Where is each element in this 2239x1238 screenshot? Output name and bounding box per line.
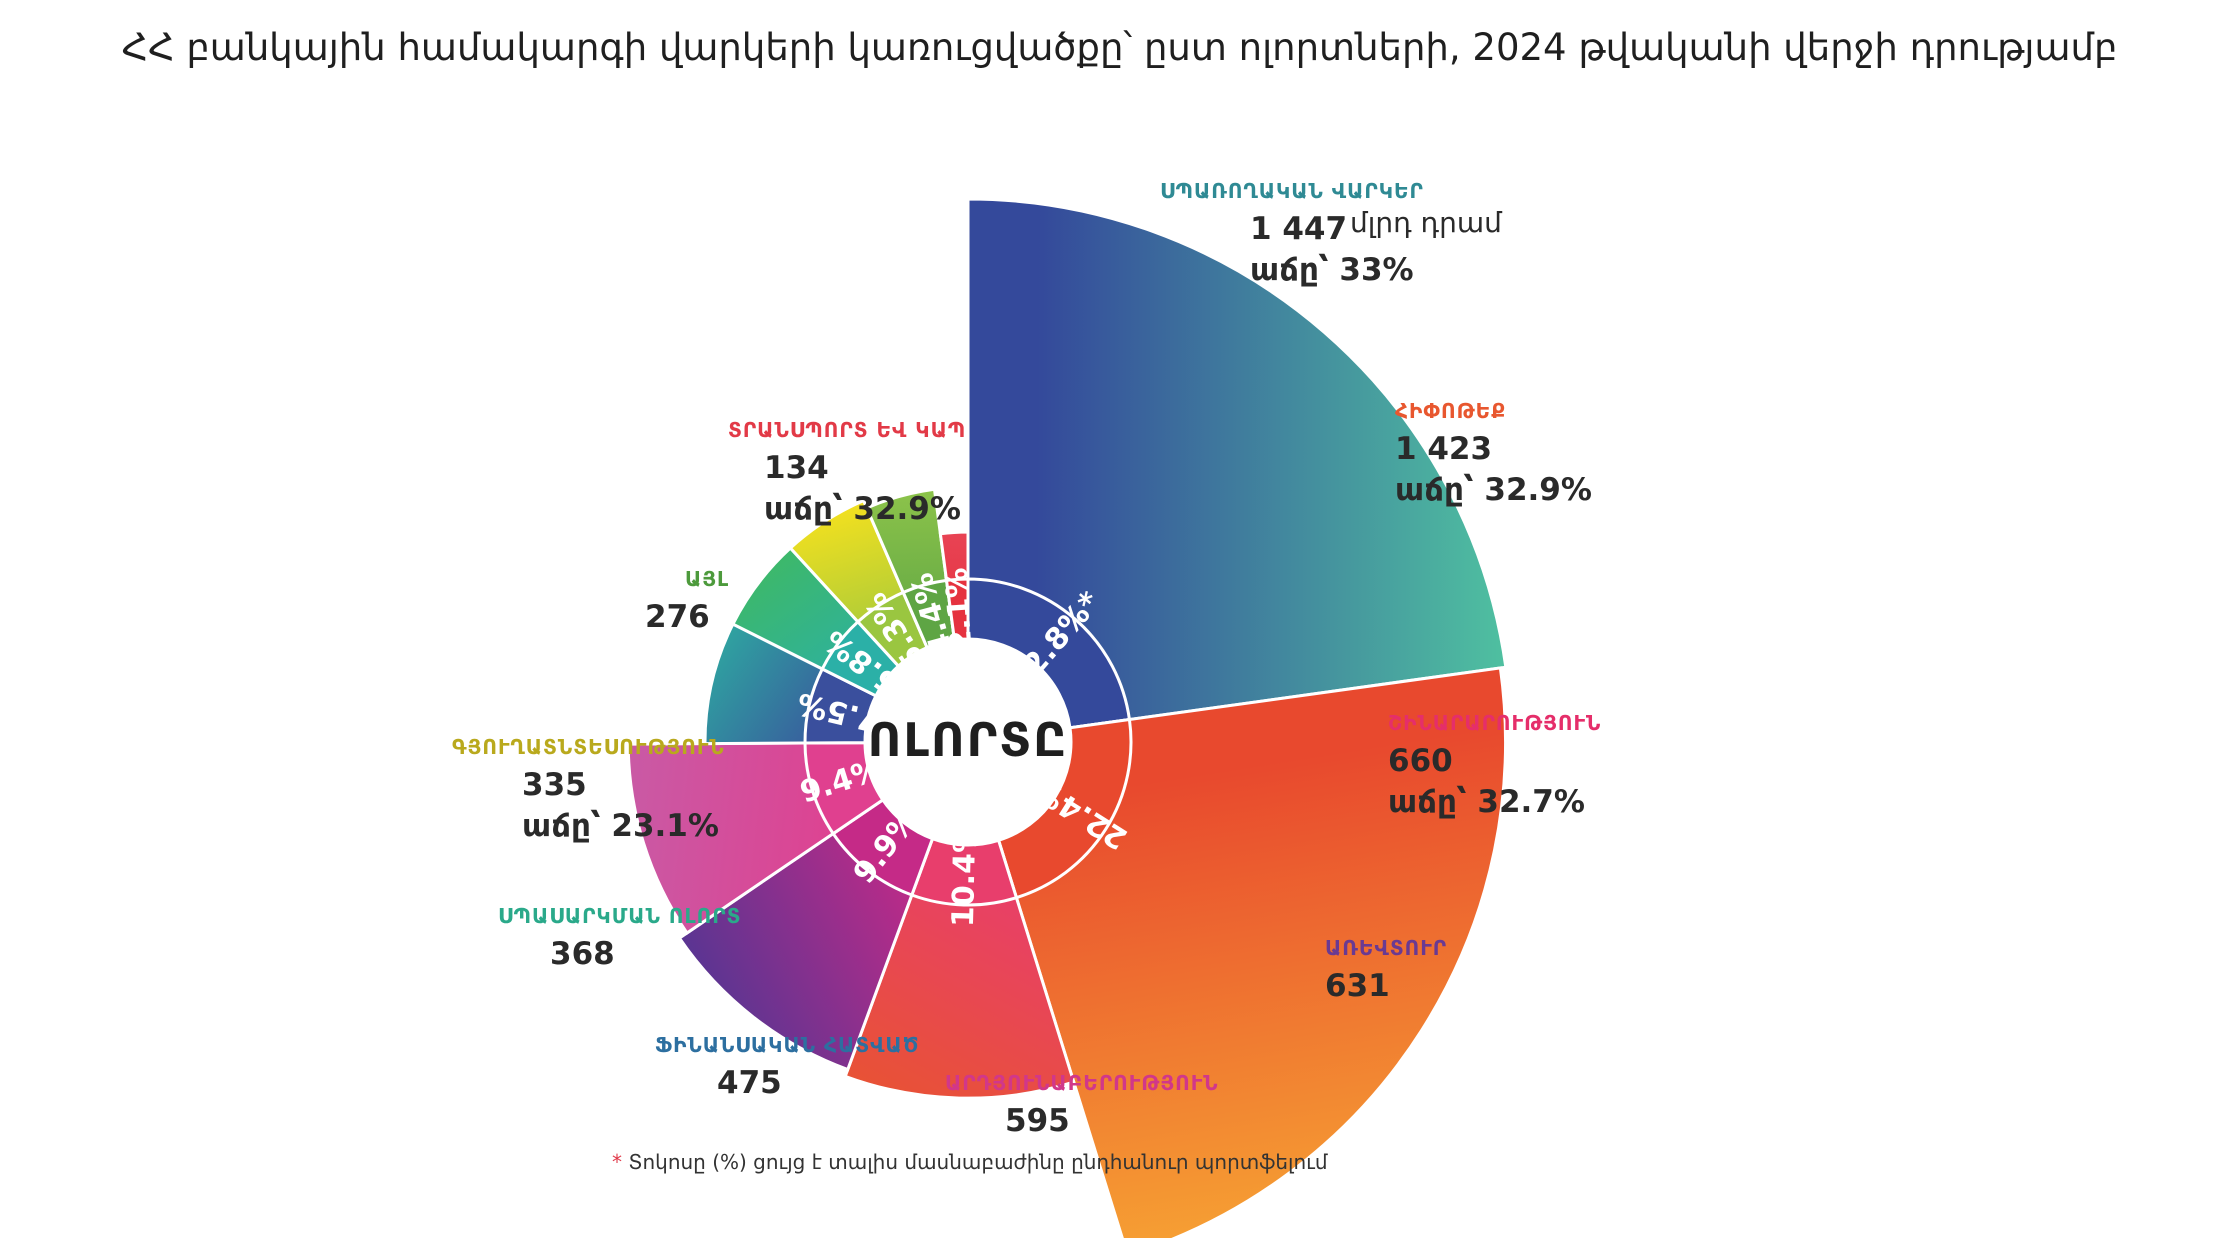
slice-value-7: 335 bbox=[522, 767, 587, 803]
footnote-star: * bbox=[612, 1150, 622, 1174]
center-hole bbox=[865, 639, 1071, 845]
slice-growth-2: աճը՝ 32.7% bbox=[1388, 784, 1585, 820]
slice-name-5: ՖԻՆԱՆՍԱԿԱՆ ՀԱՏՎԱԾ bbox=[655, 1033, 919, 1057]
slice-name-4: ԱՐԴՅՈՒՆԱԲԵՐՈՒԹՅՈՒՆ bbox=[945, 1071, 1219, 1095]
share-label-9: 2.1% bbox=[939, 567, 979, 652]
share-label-2: 10.4% bbox=[946, 822, 984, 927]
slice-value-4: 595 bbox=[1005, 1103, 1070, 1139]
slice-value-2: 660 bbox=[1388, 743, 1453, 779]
slice-growth-1: աճը՝ 32.9% bbox=[1395, 472, 1592, 508]
center-label: ՈԼՈՐՏԸ bbox=[868, 713, 1069, 767]
slice-value-1: 1 423 bbox=[1395, 431, 1492, 467]
slice-name-0: ՍՊԱՌՈՂԱԿԱՆ ՎԱՐԿԵՐ bbox=[1160, 179, 1424, 203]
slice-name-6: ՍՊԱՍԱՐԿՄԱՆ ՈԼՈՐՏ bbox=[498, 904, 741, 928]
slice-value-6: 368 bbox=[550, 936, 615, 972]
slice-value-5: 475 bbox=[717, 1065, 782, 1101]
slice-name-1: ՀԻՓՈԹԵՔ bbox=[1395, 399, 1506, 423]
slice-value-9: 134 bbox=[764, 450, 829, 486]
slice-name-7: ԳՅՈՒՂԱՏՆՏԵՍՈՒԹՅՈՒՆ bbox=[452, 735, 725, 759]
slice-value-0: 1 447 bbox=[1250, 211, 1347, 247]
slice-name-2: ՇԻՆԱՐԱՐՈՒԹՅՈՒՆ bbox=[1388, 711, 1601, 735]
chart-title: ՀՀ բանկային համակարգի վարկերի կառուցվածք… bbox=[121, 26, 2118, 69]
footnote-text: Տոկոսը (%) ցույց է տալիս մասնաբաժինը ընդ… bbox=[628, 1150, 1328, 1174]
slice-name-3: ԱՌԵՎՏՈՒՐ bbox=[1325, 936, 1447, 960]
slice-growth-0: աճը՝ 33% bbox=[1250, 252, 1414, 288]
slice-name-9: ՏՐԱՆՍՊՈՐՏ ԵՎ ԿԱՊ bbox=[728, 418, 966, 442]
slice-name-8: ԱՅԼ bbox=[685, 567, 729, 591]
slice-growth-7: աճը՝ 23.1% bbox=[522, 808, 719, 844]
footnote: * Տոկոսը (%) ցույց է տալիս մասնաբաժինը ը… bbox=[612, 1150, 1328, 1174]
value-unit: մլրդ դրամ bbox=[1350, 206, 1503, 239]
slice-growth-9: աճը՝ 32.9% bbox=[764, 491, 961, 527]
slice-value-8: 276 bbox=[645, 599, 710, 635]
slice-value-3: 631 bbox=[1325, 968, 1390, 1004]
